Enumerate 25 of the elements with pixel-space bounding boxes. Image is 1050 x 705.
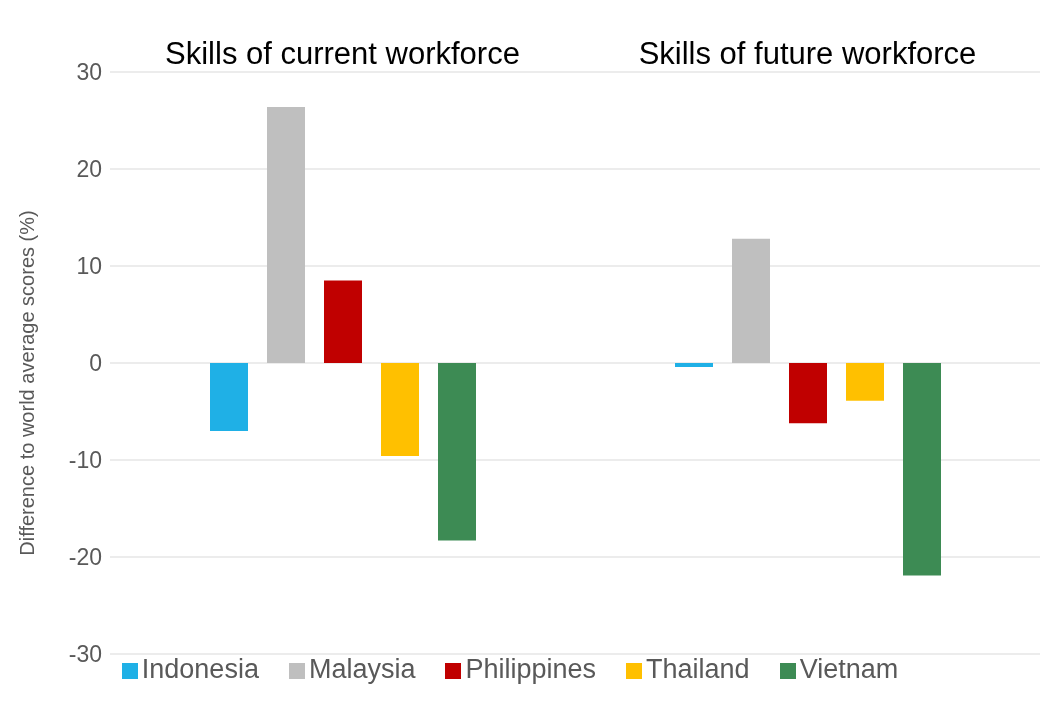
bar [438,363,476,541]
bar [789,363,827,424]
bar [267,106,305,363]
bar [210,363,248,431]
legend-label: Thailand [646,654,750,684]
y-tick-label: 20 [76,156,102,183]
y-axis-title: Difference to world average scores (%) [16,210,39,556]
x-tick-label: Skills of future workforce [638,36,977,71]
legend-label: Indonesia [141,654,259,684]
bar [675,363,713,367]
bar [903,363,941,576]
legend-label: Philippines [465,654,597,684]
bar [846,363,884,401]
bar [732,238,770,363]
legend-label: Vietnam [799,654,899,684]
y-tick-label: 30 [76,59,102,86]
bar [381,363,419,457]
x-tick-label: Skills of current workforce [165,36,520,71]
y-tick-label: -10 [68,447,102,474]
y-tick-label: -30 [68,641,102,668]
y-tick-label: 0 [89,350,102,377]
y-tick-label: 10 [76,253,102,280]
legend-label: Malaysia [308,654,416,684]
bar [324,280,362,363]
y-tick-label: -20 [68,544,102,571]
